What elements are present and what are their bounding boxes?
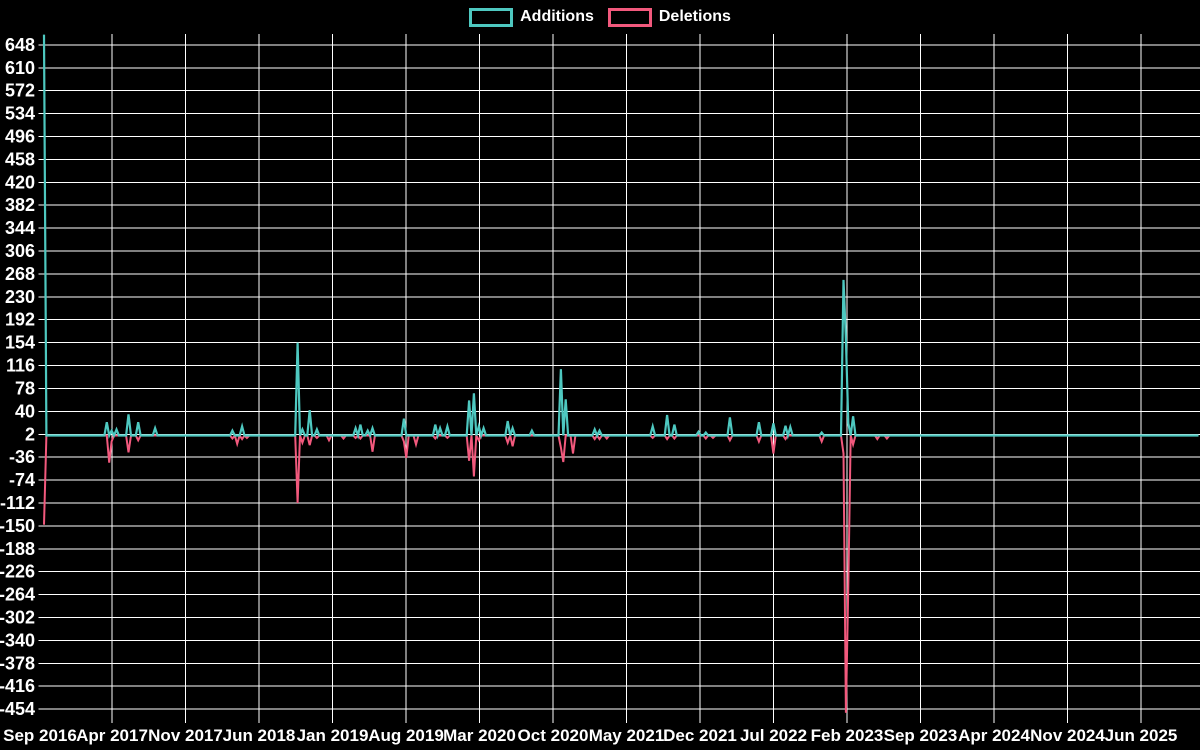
y-axis-tick-label: -36 (9, 447, 35, 467)
x-axis-tick-label: Sep 2023 (884, 726, 958, 745)
y-axis-tick-label: 2 (25, 424, 35, 444)
x-axis-tick-label: Feb 2023 (811, 726, 884, 745)
legend-label-additions: Additions (520, 8, 594, 25)
legend-item-additions[interactable]: Additions (469, 7, 594, 27)
y-axis-tick-label: 306 (5, 241, 35, 261)
y-axis-tick-label: 230 (5, 287, 35, 307)
x-axis-tick-label: May 2021 (589, 726, 665, 745)
x-axis-tick-label: Jan 2019 (297, 726, 369, 745)
x-axis-tick-label: Aug 2019 (368, 726, 444, 745)
x-axis-tick-label: Apr 2017 (76, 726, 148, 745)
x-axis-tick-label: Sep 2016 (3, 726, 77, 745)
y-axis-tick-label: 40 (15, 401, 35, 421)
legend-label-deletions: Deletions (658, 8, 731, 25)
y-axis-tick-label: -340 (0, 630, 35, 650)
y-axis-tick-label: -454 (0, 699, 35, 719)
y-axis-tick-label: 648 (5, 35, 35, 55)
x-axis-tick-label: Nov 2024 (1030, 726, 1105, 745)
y-axis-tick-label: 610 (5, 58, 35, 78)
series-line-additions (42, 34, 1199, 440)
y-axis-tick-label: -188 (0, 539, 35, 559)
deletions-swatch-icon (607, 7, 652, 27)
y-axis-tick-label: -74 (9, 470, 35, 490)
y-axis-tick-label: -226 (0, 562, 35, 582)
y-axis-tick-label: 572 (5, 81, 35, 101)
y-axis-tick-label: 420 (5, 172, 35, 192)
y-axis-tick-label: 534 (5, 104, 35, 124)
x-axis-tick-label: Nov 2017 (148, 726, 223, 745)
y-axis-tick-label: -150 (0, 516, 35, 536)
y-axis-tick-label: -264 (0, 585, 35, 605)
y-axis-tick-label: 458 (5, 149, 35, 169)
series-line-deletions (43, 431, 1199, 713)
y-axis-tick-label: 154 (5, 333, 35, 353)
y-axis-tick-label: 344 (5, 218, 35, 238)
y-axis-tick-label: -112 (0, 493, 35, 513)
y-axis-tick-label: 116 (6, 356, 35, 376)
y-axis-tick-label: 78 (15, 378, 35, 398)
y-axis-tick-label: -302 (0, 608, 35, 628)
x-axis-tick-label: Apr 2024 (958, 726, 1030, 745)
y-axis-tick-label: 496 (5, 127, 35, 147)
additions-swatch-icon (469, 7, 514, 27)
y-axis-tick-label: 268 (5, 264, 35, 284)
x-axis-tick-label: Oct 2020 (518, 726, 589, 745)
x-axis-tick-label: Jul 2022 (740, 726, 807, 745)
y-axis-tick-label: 382 (5, 195, 35, 215)
x-axis-tick-label: Mar 2020 (443, 726, 516, 745)
y-axis-tick-label: -378 (0, 653, 35, 673)
x-axis-tick-label: Dec 2021 (663, 726, 737, 745)
y-axis-tick-label: 192 (5, 310, 35, 330)
x-axis-tick-label: Jun 2025 (1105, 726, 1178, 745)
x-axis-tick-label: Jun 2018 (223, 726, 296, 745)
legend-item-deletions[interactable]: Deletions (607, 7, 731, 27)
chart-legend: Additions Deletions (0, 6, 1200, 28)
y-axis-tick-label: -416 (0, 676, 35, 696)
